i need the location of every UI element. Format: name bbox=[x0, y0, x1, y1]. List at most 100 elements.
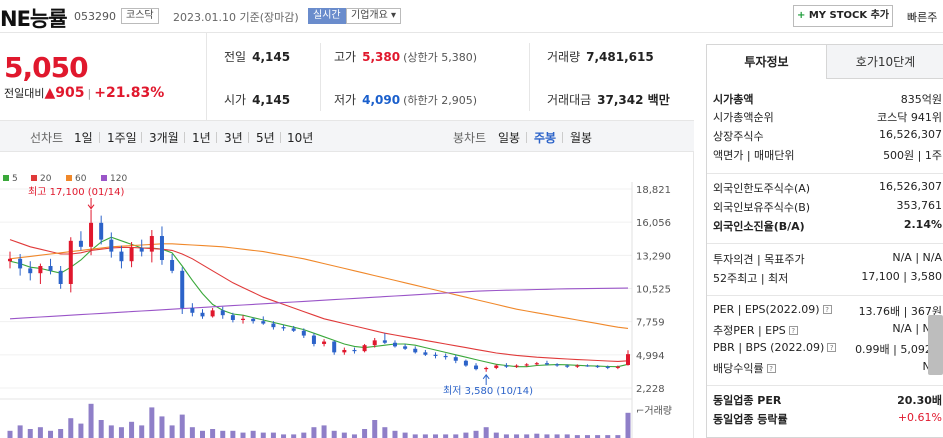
line-chart-label: 선차트 bbox=[30, 131, 64, 145]
market-cap-rank-label: 시가총액순위 bbox=[713, 111, 774, 124]
investment-info-panel: 투자정보 호가10단계 시가총액 835억원 시가총액순위 코스닥 941위 상장주… bbox=[706, 44, 943, 438]
tab-investment-info[interactable]: 투자정보 bbox=[707, 45, 827, 79]
add-my-stock-label: MY STOCK 추가 bbox=[808, 10, 890, 21]
legend-swatch bbox=[3, 175, 9, 181]
tab-daily[interactable]: 일봉 bbox=[498, 131, 521, 145]
volume-bar bbox=[483, 427, 489, 438]
divider bbox=[707, 295, 943, 296]
tab-5y[interactable]: 5년 bbox=[256, 131, 275, 145]
tab-1d[interactable]: 1일 bbox=[74, 131, 93, 145]
per-value: 13.76배 | 367원 bbox=[858, 305, 942, 318]
volume-bar bbox=[108, 425, 114, 438]
up-arrow-icon: ▲ bbox=[44, 85, 56, 101]
price-summary: 5,050 전일대비▲905 | +21.83% bbox=[0, 33, 207, 120]
tab-3y[interactable]: 3년 bbox=[224, 131, 243, 145]
candle-body bbox=[474, 365, 479, 370]
company-overview-dropdown[interactable]: 기업개요 ▾ bbox=[346, 8, 401, 24]
tab-3m[interactable]: 3개월 bbox=[149, 131, 179, 145]
foreign-ratio-row: 외국인소진율(B/A) 2.14% bbox=[713, 218, 943, 236]
volume-bar bbox=[301, 432, 307, 438]
candle-body bbox=[38, 266, 43, 274]
market-cap-rank-row: 시가총액순위 코스닥 941위 bbox=[713, 109, 943, 127]
legend-label: 120 bbox=[110, 174, 127, 184]
candle-body bbox=[403, 346, 408, 349]
help-icon[interactable]: ? bbox=[766, 364, 776, 373]
candle-body bbox=[8, 258, 12, 262]
trade-amount: 거래대금 37,342 백만 bbox=[547, 91, 670, 108]
candle-body bbox=[261, 321, 266, 324]
week52-value: 17,100 | 3,580 bbox=[861, 270, 942, 283]
opinion-value: N/A | N/A bbox=[892, 251, 942, 264]
candle-body bbox=[494, 365, 499, 368]
help-icon[interactable]: ? bbox=[788, 326, 798, 335]
divider bbox=[320, 43, 321, 111]
realtime-button[interactable]: 실시간 bbox=[308, 8, 346, 24]
candle-body bbox=[28, 268, 33, 274]
foreign-limit-label: 외국인한도주식수(A) bbox=[713, 182, 811, 195]
candle-body bbox=[271, 323, 276, 328]
candle-body bbox=[200, 312, 205, 317]
open-value: 4,145 bbox=[252, 93, 291, 107]
quick-order-link[interactable]: 빠른주 bbox=[907, 11, 938, 24]
volume-bar bbox=[169, 425, 175, 438]
volume-bar bbox=[281, 434, 287, 438]
foreign-limit-value: 16,526,307 bbox=[879, 180, 942, 193]
chart-canvas: 18,821 16,056 13,290 10,525 7,759 4,994 2,228 5… bbox=[0, 174, 672, 438]
candle-body bbox=[463, 360, 468, 366]
price-change: 전일대비▲905 | +21.83% bbox=[4, 85, 164, 101]
prev-close: 전일 4,145 bbox=[224, 48, 290, 65]
sector-rate-row: 동일업종 등락률 +0.61% bbox=[713, 411, 943, 429]
volume-bar bbox=[118, 427, 124, 438]
tab-1w[interactable]: 1주일 bbox=[107, 131, 137, 145]
volume-bar bbox=[139, 425, 145, 438]
volume-bar bbox=[291, 434, 297, 438]
candle-body bbox=[372, 340, 377, 346]
tab-1y[interactable]: 1년 bbox=[192, 131, 211, 145]
divider bbox=[707, 385, 943, 386]
tab-order-book[interactable]: 호가10단계 bbox=[827, 45, 943, 79]
y-tick-label: 10,525 bbox=[636, 284, 671, 295]
volume-bar bbox=[311, 427, 317, 438]
low-value: 4,090 bbox=[362, 93, 401, 107]
volume-bar bbox=[382, 427, 388, 438]
volume-label: 거래량 bbox=[547, 50, 581, 64]
volume-bar bbox=[514, 434, 520, 438]
volume-bar bbox=[48, 430, 54, 438]
volume-bar bbox=[159, 416, 165, 438]
volume-bar bbox=[7, 430, 13, 438]
help-icon[interactable]: ? bbox=[827, 343, 837, 352]
tab-weekly[interactable]: 주봉 bbox=[534, 131, 557, 145]
listed-shares-label: 상장주식수 bbox=[713, 130, 764, 143]
change-amount: 905 bbox=[55, 85, 85, 101]
foreign-hold-label: 외국인보유주식수(B) bbox=[713, 201, 811, 214]
candle-body bbox=[139, 248, 144, 252]
listed-shares-row: 상장주식수 16,526,307 bbox=[713, 128, 943, 146]
tab-monthly[interactable]: 월봉 bbox=[570, 131, 593, 145]
legend-label: 60 bbox=[75, 174, 87, 184]
candle-body bbox=[322, 341, 327, 344]
candle-body bbox=[170, 260, 175, 271]
stock-chart[interactable]: 18,821 16,056 13,290 10,525 7,759 4,994 2,228 5… bbox=[0, 152, 694, 438]
lower-limit: (하한가 2,905) bbox=[403, 94, 477, 107]
scrollbar[interactable] bbox=[928, 315, 943, 375]
legend-label: 5 bbox=[12, 174, 18, 184]
volume-bar bbox=[230, 430, 236, 438]
volume-bar bbox=[351, 434, 357, 438]
candle-body bbox=[524, 364, 529, 366]
low-label: 저가 bbox=[334, 93, 357, 107]
volume-axis-label: ⌐거래량 bbox=[636, 405, 672, 417]
volume-bar bbox=[98, 420, 104, 438]
help-icon[interactable]: ? bbox=[822, 305, 832, 314]
price-stats: 전일 4,145 고가 5,380 (상한가 5,380) 거래량 7,481,615 … bbox=[207, 33, 694, 120]
legend-swatch bbox=[31, 175, 37, 181]
change-rate: +21.83% bbox=[94, 85, 165, 101]
add-my-stock-button[interactable]: + MY STOCK 추가 bbox=[793, 5, 893, 27]
divider bbox=[562, 132, 563, 143]
volume-bar bbox=[260, 432, 266, 438]
week52-label: 52주최고 | 최저 bbox=[713, 272, 789, 285]
tab-10y[interactable]: 10년 bbox=[287, 131, 314, 145]
volume-bar bbox=[625, 412, 631, 438]
base-date: 2023.01.10 기준(장마감) bbox=[173, 11, 299, 24]
volume-bar bbox=[412, 434, 418, 438]
dividend-label: 배당수익률? bbox=[713, 360, 776, 376]
